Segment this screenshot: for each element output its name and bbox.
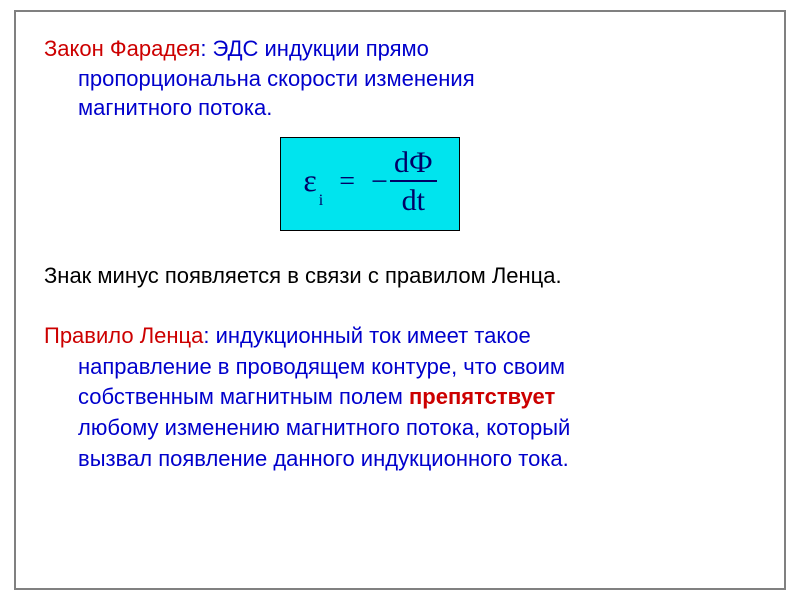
lenz-line3: собственным магнитным полем препятствует [44,382,756,413]
faraday-law-paragraph: Закон Фарадея: ЭДС индукции прямо пропор… [44,34,756,123]
emf-formula-box: εi = − dФ dt [280,137,459,231]
lenz-after-colon: : индукционный ток имеет такое [203,323,530,348]
faraday-line2: пропорциональна скорости изменения [44,64,756,94]
lenz-accent: препятствует [409,384,555,409]
lenz-line3a: собственным магнитным полем [78,384,409,409]
faraday-line1: : ЭДС индукции прямо [200,36,429,61]
epsilon-subscript: i [319,192,323,209]
slide-content: Закон Фарадея: ЭДС индукции прямо пропор… [16,12,784,495]
minus-sign: − [371,165,388,199]
fraction-numerator: dФ [390,148,437,180]
formula-lhs: εi [303,162,323,203]
formula-rhs: − dФ dt [371,148,437,216]
lenz-line1: Правило Ленца: индукционный ток имеет та… [44,321,756,352]
faraday-line3: магнитного потока. [44,93,756,123]
lenz-line5: вызвал появление данного индукционного т… [44,444,756,475]
lenz-rule-paragraph: Правило Ленца: индукционный ток имеет та… [44,321,756,475]
equals-sign: = [339,166,355,198]
fraction: dФ dt [390,148,437,216]
lenz-line2: направление в проводящем контуре, что св… [44,352,756,383]
epsilon-symbol: ε [303,162,316,198]
slide-frame: Закон Фарадея: ЭДС индукции прямо пропор… [14,10,786,590]
minus-sign-note: Знак минус появляется в связи с правилом… [44,261,756,291]
lenz-line4: любому изменению магнитного потока, кото… [44,413,756,444]
formula-container: εi = − dФ dt [44,137,756,231]
fraction-denominator: dt [398,182,429,216]
faraday-title: Закон Фарадея [44,36,200,61]
emf-formula: εi = − dФ dt [303,148,436,216]
lenz-title: Правило Ленца [44,323,203,348]
